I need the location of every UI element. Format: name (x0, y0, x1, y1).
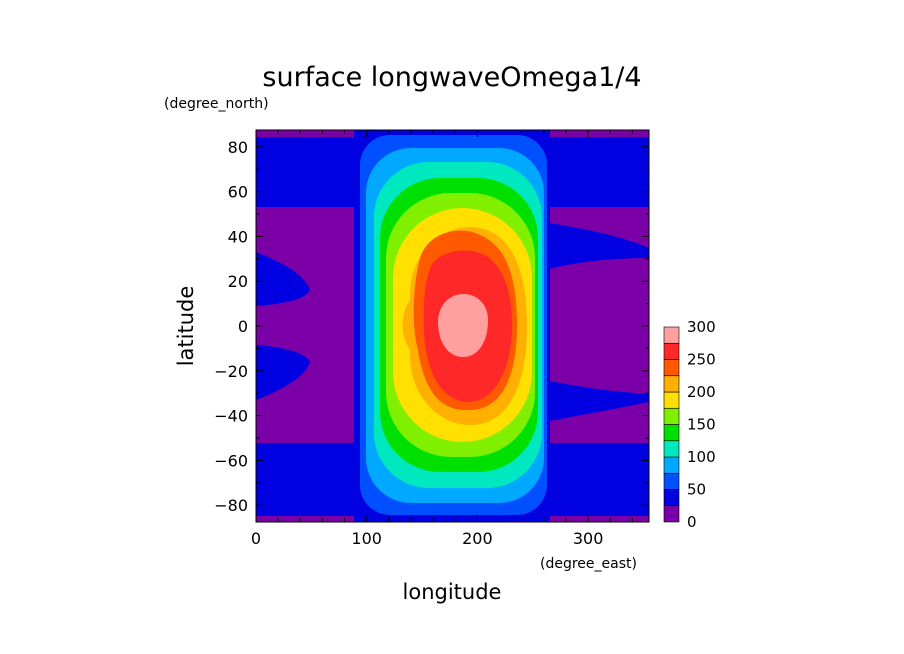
colorbar-tick-label: 100 (687, 448, 716, 466)
colorbar-tick-label: 200 (687, 383, 716, 401)
band-blue-east-north (545, 222, 649, 270)
colorbar-tick-label: 250 (687, 351, 716, 369)
colorbar-swatch (663, 440, 680, 458)
band-blue-west-equator (256, 252, 310, 306)
colorbar-tick-label: 150 (687, 416, 716, 434)
y-tick-label: −60 (214, 451, 248, 470)
colorbar-tick-label: 50 (687, 481, 706, 499)
y-tick-label: 0 (238, 317, 248, 336)
colorbar-swatch (663, 424, 680, 442)
colorbar-swatch (663, 342, 680, 360)
band-blue-west-equator-south (256, 345, 310, 400)
colorbar-swatch (663, 489, 680, 507)
x-tick-label: 100 (351, 529, 382, 548)
y-tick-label: −40 (214, 407, 248, 426)
y-tick-label: −80 (214, 496, 248, 515)
y-axis: 80 60 40 20 0 −20 −40 −60 −80 (214, 138, 649, 515)
colorbar-swatch (663, 359, 680, 377)
contour-field (256, 130, 649, 522)
band-blue-east-south (545, 380, 649, 422)
colorbar-swatch (663, 472, 680, 490)
colorbar-tick-label: 300 (687, 318, 716, 336)
colorbar: 0 50 100 150 200 250 300 (663, 318, 716, 531)
y-axis-label: latitude (174, 286, 198, 367)
y-tick-label: −20 (214, 362, 248, 381)
x-tick-label: 0 (251, 529, 261, 548)
colorbar-swatch (663, 505, 680, 523)
colorbar-swatch (663, 375, 680, 393)
y-tick-label: 80 (228, 138, 248, 157)
x-tick-label: 300 (573, 529, 604, 548)
y-tick-label: 40 (228, 227, 248, 246)
colorbar-swatch (663, 407, 680, 425)
x-tick-label: 200 (462, 529, 493, 548)
x-axis-label: longitude (403, 580, 502, 604)
y-tick-label: 20 (228, 272, 248, 291)
x-units-label: (degree_east) (540, 556, 637, 572)
contour-level-275 (438, 294, 488, 357)
colorbar-tick-label: 0 (687, 513, 697, 531)
chart-title: surface longwaveOmega1/4 (262, 62, 641, 93)
y-tick-label: 60 (228, 183, 248, 202)
y-units-label: (degree_north) (164, 96, 269, 112)
colorbar-swatch (663, 326, 680, 344)
colorbar-swatch (663, 456, 680, 474)
x-axis: 0 100 200 300 (251, 130, 633, 548)
colorbar-swatch (663, 391, 680, 409)
